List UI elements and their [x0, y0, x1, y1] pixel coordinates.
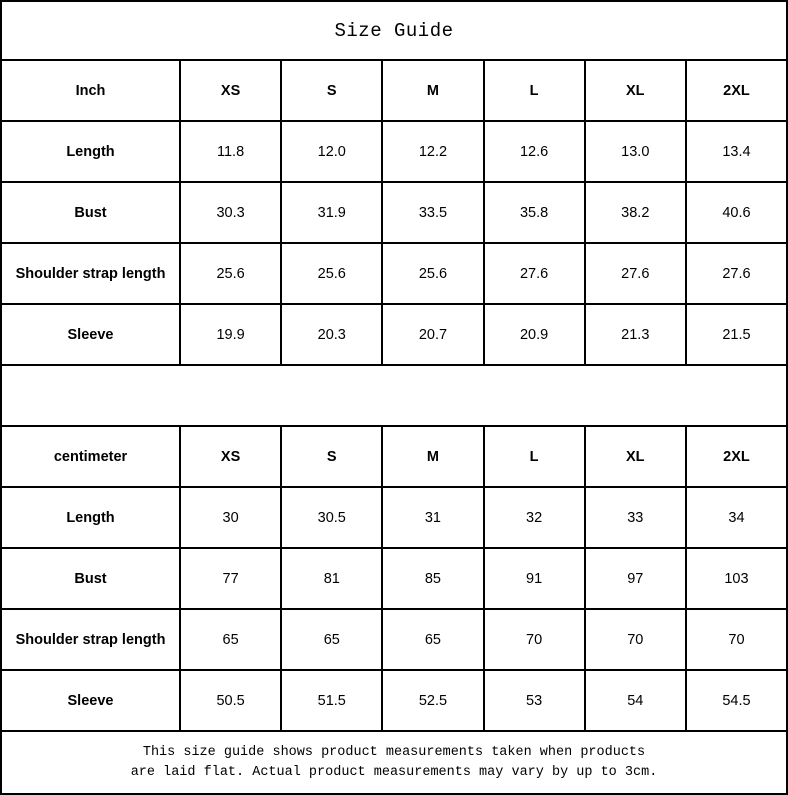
value-cell: 30: [181, 488, 283, 547]
value-cell: 13.0: [586, 122, 687, 181]
table-row-cm-bust: Bust 77 81 85 91 97 103: [2, 549, 786, 610]
value-cell: 70: [485, 610, 586, 669]
value-cell: 33: [586, 488, 687, 547]
value-cell: 50.5: [181, 671, 283, 730]
table-row-cm-sleeve: Sleeve 50.5 51.5 52.5 53 54 54.5: [2, 671, 786, 732]
row-label: Sleeve: [2, 671, 181, 730]
footer-note: This size guide shows product measuremen…: [2, 732, 786, 793]
size-col-header-m: M: [383, 61, 485, 120]
value-cell: 19.9: [181, 305, 283, 364]
size-col-header-xs: XS: [181, 427, 283, 486]
value-cell: 25.6: [282, 244, 384, 303]
value-cell: 25.6: [181, 244, 283, 303]
value-cell: 21.3: [586, 305, 687, 364]
value-cell: 54: [586, 671, 687, 730]
value-cell: 31.9: [282, 183, 384, 242]
table-separator: [2, 366, 786, 427]
value-cell: 38.2: [586, 183, 687, 242]
row-label: Sleeve: [2, 305, 181, 364]
value-cell: 77: [181, 549, 283, 608]
value-cell: 12.6: [485, 122, 586, 181]
value-cell: 20.7: [383, 305, 485, 364]
size-col-header-xl: XL: [586, 61, 687, 120]
size-col-header-xl: XL: [586, 427, 687, 486]
size-col-header-l: L: [485, 61, 586, 120]
size-col-header-s: S: [282, 61, 384, 120]
value-cell: 20.3: [282, 305, 384, 364]
size-col-header-m: M: [383, 427, 485, 486]
footer-note-line-2: are laid flat. Actual product measuremen…: [130, 764, 658, 780]
row-label: Length: [2, 488, 181, 547]
size-col-header-l: L: [485, 427, 586, 486]
value-cell: 53: [485, 671, 586, 730]
value-cell: 85: [383, 549, 485, 608]
unit-header-centimeter: centimeter: [2, 427, 181, 486]
value-cell: 52.5: [383, 671, 485, 730]
value-cell: 54.5: [722, 692, 751, 709]
value-cell: 21.5: [722, 326, 751, 343]
value-cell: 27.6: [485, 244, 586, 303]
value-cell: 35.8: [485, 183, 586, 242]
footer-note-line-1: This size guide shows product measuremen…: [142, 744, 646, 760]
value-cell: 103: [724, 570, 749, 587]
table-row-inch-sleeve: Sleeve 19.9 20.3 20.7 20.9 21.3 21.5: [2, 305, 786, 366]
size-col-header-2xl: 2XL: [723, 448, 750, 465]
value-cell: 12.2: [383, 122, 485, 181]
table-row-inch-length: Length 11.8 12.0 12.2 12.6 13.0 13.4: [2, 122, 786, 183]
table-row-inch-bust: Bust 30.3 31.9 33.5 35.8 38.2 40.6: [2, 183, 786, 244]
size-col-header-xs: XS: [181, 61, 283, 120]
table-row-cm-length: Length 30 30.5 31 32 33 34: [2, 488, 786, 549]
value-cell: 27.6: [722, 265, 751, 282]
value-cell: 40.6: [722, 204, 751, 221]
size-col-header-s: S: [282, 427, 384, 486]
row-label: Shoulder strap length: [2, 610, 181, 669]
value-cell: 34: [728, 509, 745, 526]
unit-header-inch: Inch: [2, 61, 181, 120]
value-cell: 70: [586, 610, 687, 669]
value-cell: 30.5: [282, 488, 384, 547]
value-cell: 65: [181, 610, 283, 669]
row-label: Bust: [2, 549, 181, 608]
value-cell: 31: [383, 488, 485, 547]
table-row-cm-shoulder-strap: Shoulder strap length 65 65 65 70 70 70: [2, 610, 786, 671]
value-cell: 81: [282, 549, 384, 608]
row-label: Length: [2, 122, 181, 181]
value-cell: 51.5: [282, 671, 384, 730]
value-cell: 97: [586, 549, 687, 608]
value-cell: 11.8: [181, 122, 283, 181]
value-cell: 65: [282, 610, 384, 669]
value-cell: 65: [383, 610, 485, 669]
value-cell: 70: [728, 631, 745, 648]
value-cell: 30.3: [181, 183, 283, 242]
row-label: Bust: [2, 183, 181, 242]
value-cell: 12.0: [282, 122, 384, 181]
value-cell: 27.6: [586, 244, 687, 303]
value-cell: 20.9: [485, 305, 586, 364]
value-cell: 32: [485, 488, 586, 547]
value-cell: 91: [485, 549, 586, 608]
row-label: Shoulder strap length: [2, 244, 181, 303]
inch-table-header: Inch XS S M L XL 2XL: [2, 61, 786, 122]
value-cell: 13.4: [722, 143, 751, 160]
value-cell: 33.5: [383, 183, 485, 242]
table-row-inch-shoulder-strap: Shoulder strap length 25.6 25.6 25.6 27.…: [2, 244, 786, 305]
cm-table-header: centimeter XS S M L XL 2XL: [2, 427, 786, 488]
size-col-header-2xl: 2XL: [723, 82, 750, 99]
value-cell: 25.6: [383, 244, 485, 303]
page-title: Size Guide: [2, 2, 786, 61]
